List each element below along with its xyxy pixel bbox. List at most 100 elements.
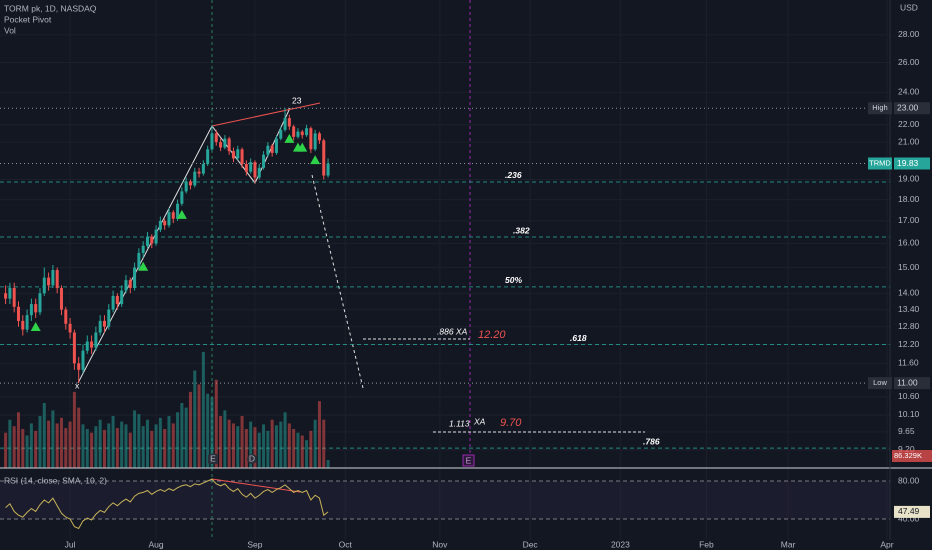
volume-bar bbox=[206, 393, 210, 468]
event-label[interactable]: E bbox=[466, 455, 472, 465]
volume-bar bbox=[274, 425, 278, 468]
volume-bar bbox=[240, 416, 244, 468]
candle-body bbox=[236, 149, 240, 159]
x-tick-label: Sep bbox=[247, 539, 262, 549]
candle-body bbox=[274, 138, 278, 153]
volume-value: 86.329K bbox=[894, 451, 922, 460]
candle-body bbox=[42, 277, 46, 294]
candle-body bbox=[55, 270, 59, 288]
event-label[interactable]: D bbox=[249, 453, 255, 463]
candle-body bbox=[25, 315, 29, 330]
volume-bar bbox=[128, 432, 132, 468]
rsi-tag bbox=[894, 505, 930, 518]
x-tick-label: Nov bbox=[432, 539, 448, 549]
candle-body bbox=[283, 118, 287, 130]
candle-body bbox=[193, 171, 197, 186]
fib-label: .786 bbox=[643, 436, 660, 446]
volume-bar bbox=[296, 432, 300, 468]
volume-title: Vol bbox=[4, 25, 16, 35]
volume-bar bbox=[188, 391, 192, 468]
candle-body bbox=[313, 133, 317, 150]
event-badge[interactable] bbox=[462, 454, 475, 467]
level-tag bbox=[868, 157, 892, 170]
volume-bar bbox=[59, 417, 63, 468]
candle-body bbox=[90, 341, 94, 348]
annotation: 12.20 bbox=[478, 329, 506, 341]
volume-bar bbox=[231, 423, 235, 468]
volume-bar bbox=[219, 416, 223, 468]
y-tick-label: 11.60 bbox=[898, 358, 919, 368]
volume-bar bbox=[163, 429, 167, 468]
candle-body bbox=[98, 320, 102, 333]
fib-label: .382 bbox=[513, 225, 530, 235]
y-tick-label: 9.20 bbox=[898, 444, 915, 454]
volume-bar bbox=[249, 421, 253, 468]
candle-body bbox=[223, 138, 227, 148]
rsi-title: RSI (14, close, SMA, 10, 2) bbox=[4, 475, 107, 485]
x-tick-label: Aug bbox=[149, 539, 164, 549]
y-tick-label: 24.00 bbox=[898, 87, 920, 97]
fib-label: .618 bbox=[570, 333, 587, 343]
plot bbox=[0, 0, 890, 540]
currency: USD bbox=[900, 2, 918, 12]
volume-bar bbox=[137, 414, 141, 468]
candle-body bbox=[201, 164, 205, 174]
pocket-pivot bbox=[297, 142, 308, 152]
candle-body bbox=[292, 126, 296, 137]
rsi-value: 47.49 bbox=[898, 506, 920, 516]
y-tick-label: 28.00 bbox=[898, 29, 920, 39]
event-badge[interactable] bbox=[247, 454, 257, 464]
candle-body bbox=[141, 245, 145, 253]
volume-bar bbox=[51, 410, 55, 468]
volume-bar bbox=[270, 419, 274, 468]
y-tick-label: 26.00 bbox=[898, 57, 920, 67]
y-tick-label: 18.00 bbox=[898, 194, 920, 204]
y-tick-label: 12.20 bbox=[898, 339, 920, 349]
annotation: 9.70 bbox=[500, 417, 522, 429]
candle-body bbox=[145, 236, 149, 246]
candle-body bbox=[158, 220, 162, 230]
level-tag bbox=[868, 102, 892, 115]
candle-body bbox=[317, 133, 321, 141]
level-label: Low bbox=[873, 378, 887, 387]
candle-body bbox=[47, 277, 51, 286]
volume-bar bbox=[283, 412, 287, 468]
volume-bar bbox=[55, 423, 59, 468]
volume-bar bbox=[85, 429, 89, 468]
volume-bar bbox=[72, 391, 76, 468]
volume-bar bbox=[102, 429, 106, 468]
candle-body bbox=[305, 128, 309, 136]
volume-bar bbox=[236, 426, 240, 468]
volume-bar bbox=[154, 424, 158, 468]
annotation: 23 bbox=[292, 95, 302, 105]
volume-bar bbox=[257, 432, 261, 468]
volume-bar bbox=[223, 410, 227, 468]
volume-bar bbox=[305, 440, 309, 468]
volume-bar bbox=[81, 424, 85, 468]
volume-bar bbox=[322, 419, 326, 468]
x-tick-label: Oct bbox=[339, 539, 353, 549]
volume-bar bbox=[77, 407, 81, 468]
candle-body bbox=[219, 142, 223, 148]
volume-bar bbox=[176, 412, 180, 468]
event-label[interactable]: E bbox=[210, 453, 216, 463]
y-tick-label: 16.00 bbox=[898, 238, 920, 248]
candle-body bbox=[137, 252, 141, 268]
volume-bar bbox=[262, 424, 266, 468]
candle-body bbox=[12, 287, 16, 307]
pocket-pivot bbox=[176, 209, 187, 219]
volume-bar bbox=[227, 419, 231, 468]
level-label: TRMD bbox=[869, 158, 891, 167]
volume-bar bbox=[16, 412, 20, 468]
volume-bar bbox=[150, 430, 154, 468]
candle-body bbox=[29, 304, 33, 316]
candle-body bbox=[176, 203, 180, 219]
volume-bar bbox=[64, 428, 68, 468]
candle-body bbox=[257, 167, 261, 178]
candle-body bbox=[287, 118, 291, 127]
candle-body bbox=[115, 295, 119, 305]
candle-body bbox=[124, 280, 128, 291]
candle-body bbox=[231, 151, 235, 159]
candle-body bbox=[188, 181, 192, 186]
event-badge[interactable] bbox=[208, 454, 218, 464]
